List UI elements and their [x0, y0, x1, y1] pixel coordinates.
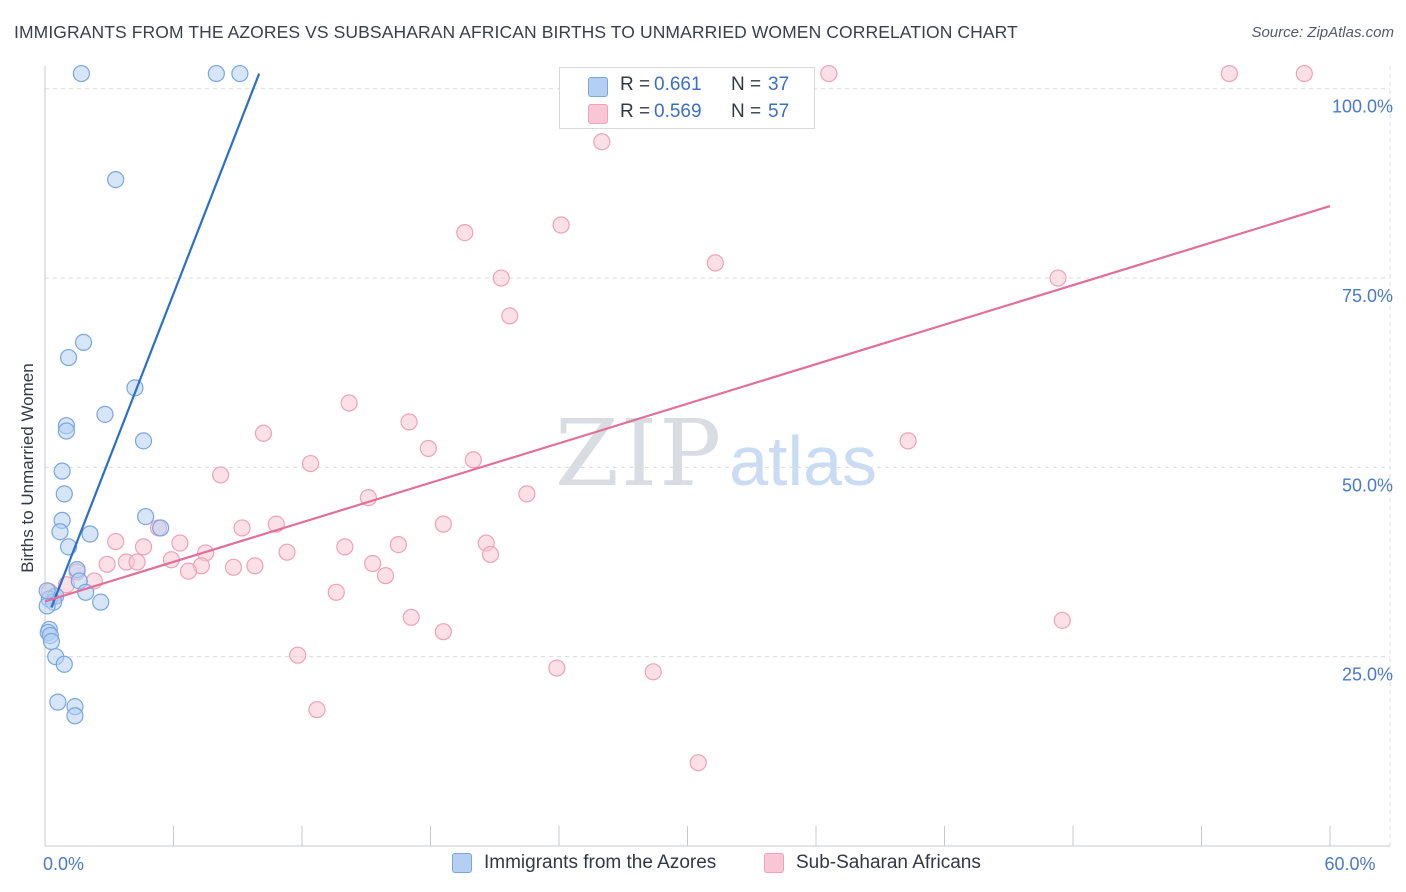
azores-point	[59, 348, 78, 367]
azores-point	[81, 525, 99, 543]
subsaharan-point	[552, 216, 570, 234]
azores-point	[55, 485, 73, 503]
subsaharan-point	[1053, 611, 1071, 629]
legend-swatch-azores	[452, 853, 472, 873]
tick-labels: 25.0% 50.0% 75.0% 100.0% 0.0% 60.0%	[43, 97, 1393, 874]
subsaharan-point	[899, 432, 917, 450]
legend-r-value-azores: 0.661	[654, 74, 702, 95]
source-label: Source: ZipAtlas.com	[1251, 24, 1394, 41]
subsaharan-point	[593, 133, 611, 151]
subsaharan-point	[706, 254, 724, 272]
azores-point	[57, 422, 76, 440]
azores-point	[152, 519, 170, 537]
legend-label-azores: Immigrants from the Azores	[484, 852, 717, 873]
azores-point	[51, 523, 69, 541]
azores-point	[72, 64, 91, 83]
legend-swatch-subsaharan	[764, 853, 784, 873]
sub-saharan-points	[40, 64, 1313, 772]
subsaharan-point	[224, 558, 243, 576]
y-tick-label: 25.0%	[1342, 665, 1393, 685]
x-tick-label: 0.0%	[43, 854, 84, 874]
legend-n-value-subsaharan: 57	[768, 101, 790, 122]
subsaharan-point	[308, 701, 326, 719]
subsaharan-point	[434, 623, 452, 641]
subsaharan-point	[364, 554, 382, 573]
azores-point	[53, 462, 71, 480]
y-tick-label: 100.0%	[1332, 97, 1393, 117]
legend-swatch-azores	[588, 77, 608, 97]
subsaharan-point	[171, 534, 189, 552]
axis-layer	[44, 66, 1390, 847]
subsaharan-point	[289, 646, 307, 664]
subsaharan-point	[376, 567, 395, 585]
legend-r-label: R =	[620, 74, 651, 95]
subsaharan-point	[1049, 269, 1067, 287]
azores-point	[96, 405, 114, 423]
grid-layer	[45, 66, 1391, 846]
x-tick-label: 60.0%	[1324, 854, 1375, 874]
azores-point	[137, 507, 155, 526]
subsaharan-point	[212, 466, 230, 484]
series-legend: Immigrants from the Azores Sub-Saharan A…	[0, 852, 1406, 878]
azores-point	[207, 64, 225, 83]
subsaharan-point	[1295, 64, 1313, 83]
legend-r-value-subsaharan: 0.569	[654, 101, 702, 122]
azores-point	[107, 170, 125, 189]
subsaharan-point	[492, 269, 510, 287]
subsaharan-point	[456, 224, 474, 242]
legend-swatch-subsaharan	[588, 104, 608, 124]
subsaharan-point	[689, 754, 707, 772]
y-tick-label: 75.0%	[1342, 286, 1393, 306]
subsaharan-point	[327, 583, 345, 601]
legend-label-subsaharan: Sub-Saharan Africans	[796, 852, 981, 873]
subsaharan-point	[434, 515, 452, 533]
subsaharan-point	[389, 536, 407, 554]
subsaharan-point	[98, 555, 116, 573]
subsaharan-trend-line	[44, 205, 1331, 603]
azores-point	[49, 693, 67, 711]
y-tick-label: 50.0%	[1342, 475, 1393, 495]
subsaharan-point	[1220, 64, 1238, 83]
subsaharan-point	[128, 553, 146, 571]
azores-point	[92, 593, 110, 611]
chart-title: IMMIGRANTS FROM THE AZORES VS SUBSAHARAN…	[14, 22, 1018, 42]
subsaharan-point	[644, 663, 662, 681]
subsaharan-point	[340, 394, 358, 412]
subsaharan-point	[518, 485, 536, 503]
subsaharan-point	[464, 451, 482, 469]
subsaharan-point	[400, 413, 418, 431]
subsaharan-point	[278, 543, 296, 561]
subsaharan-point	[419, 439, 437, 458]
azores-point	[134, 432, 153, 450]
legend-n-label: N =	[731, 74, 762, 95]
azores-point	[38, 582, 56, 600]
legend-n-label: N =	[731, 101, 762, 122]
subsaharan-point	[134, 538, 153, 556]
subsaharan-point	[481, 545, 500, 564]
azores-point	[66, 707, 84, 725]
subsaharan-point	[548, 659, 566, 677]
subsaharan-point	[107, 532, 125, 551]
subsaharan-point	[254, 424, 273, 442]
subsaharan-point	[501, 307, 519, 325]
subsaharan-point	[336, 538, 354, 556]
subsaharan-point	[301, 454, 320, 473]
legend-r-label: R =	[620, 101, 651, 122]
legend-n-value-azores: 37	[768, 74, 790, 95]
subsaharan-point	[233, 519, 251, 537]
azores-point	[42, 632, 61, 651]
azores-trend-line	[50, 73, 261, 608]
azores-point	[231, 64, 249, 83]
subsaharan-point	[179, 562, 198, 580]
subsaharan-point	[246, 557, 264, 575]
azores-point	[74, 333, 93, 352]
azores-point	[55, 655, 73, 673]
subsaharan-point	[402, 608, 420, 626]
trend-lines	[44, 73, 1331, 608]
subsaharan-point	[820, 64, 838, 83]
correlation-legend: R = 0.661 N = 37 R = 0.569 N = 57	[559, 67, 815, 129]
azores-points	[38, 64, 249, 725]
